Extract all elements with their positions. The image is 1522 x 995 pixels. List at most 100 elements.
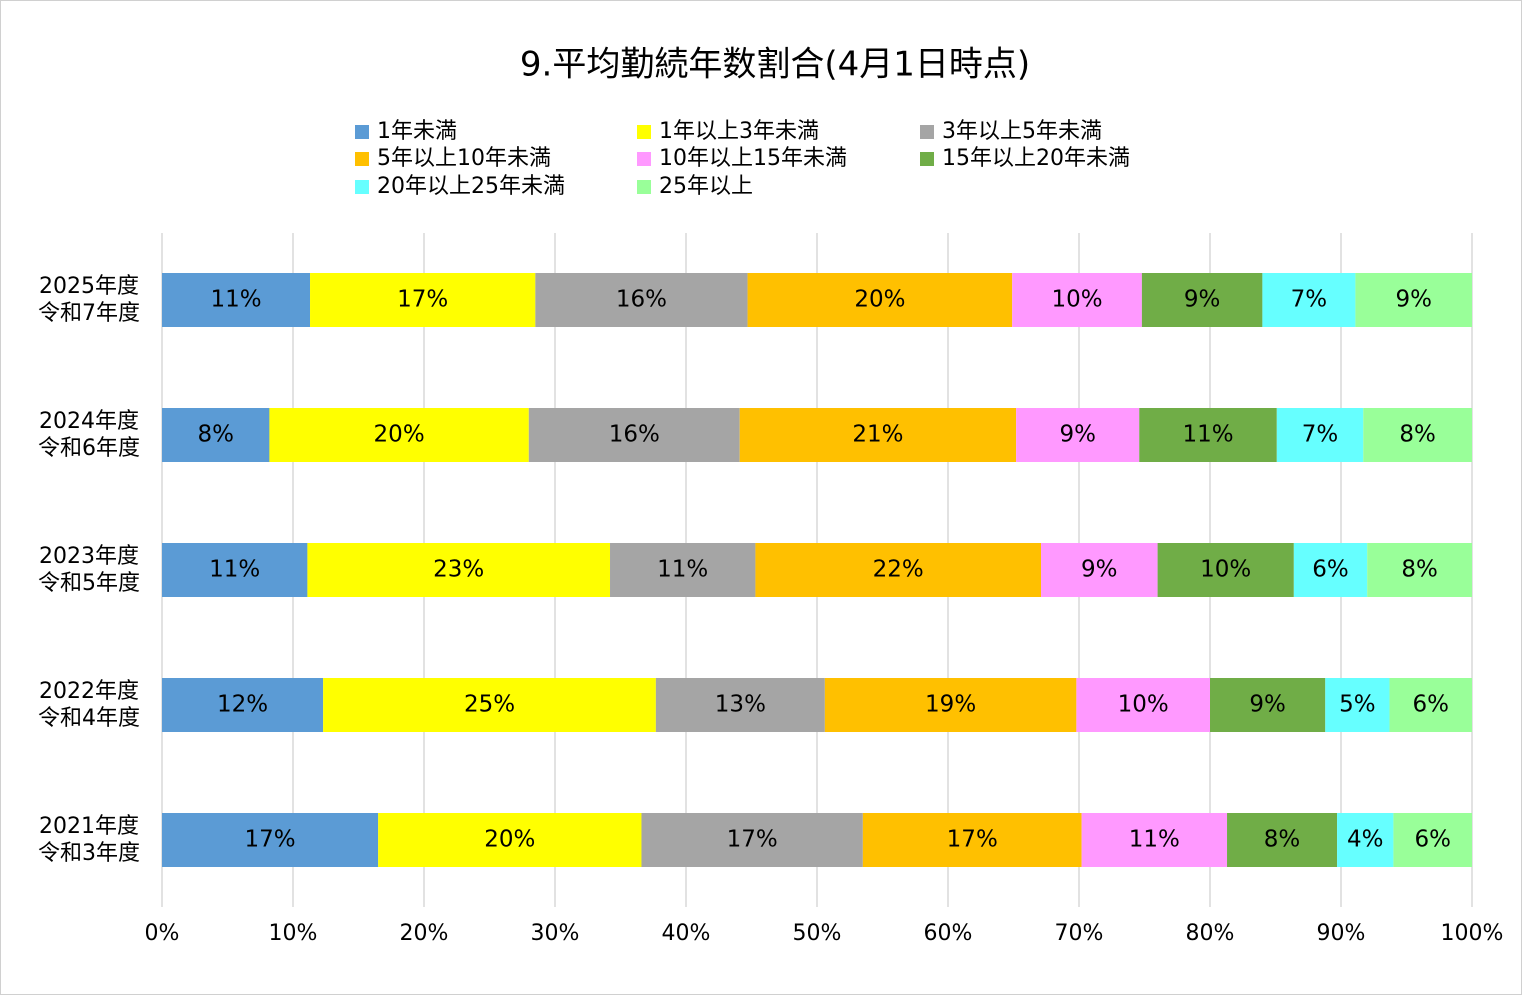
x-tick-label: 10%: [269, 921, 318, 946]
legend-swatch: [355, 180, 369, 194]
data-label: 9%: [1059, 422, 1096, 448]
bar-segment: [378, 813, 642, 867]
y-tick-label: 令和6年度: [38, 436, 140, 461]
bar-segment: [162, 678, 324, 732]
bar-segment: [747, 273, 1013, 327]
data-label: 19%: [925, 692, 976, 718]
data-label: 16%: [616, 287, 667, 313]
legend-swatch: [355, 125, 369, 139]
bar-segment: [528, 408, 740, 462]
y-tick-label: 2022年度: [39, 679, 139, 704]
legend-label: 15年以上20年未満: [942, 146, 1130, 171]
data-label: 9%: [1081, 557, 1118, 583]
data-label: 8%: [1399, 422, 1436, 448]
data-label: 5%: [1339, 692, 1376, 718]
bar-segment: [1337, 813, 1394, 867]
legend-label: 10年以上15年未満: [659, 146, 847, 171]
bar-segment: [1325, 678, 1390, 732]
data-label: 6%: [1414, 827, 1451, 853]
x-tick-label: 40%: [662, 921, 711, 946]
bar-segment: [1227, 813, 1338, 867]
data-label: 13%: [715, 692, 766, 718]
y-tick-label: 2023年度: [39, 544, 139, 569]
bar-segment: [1262, 273, 1356, 327]
bar-segment: [1210, 678, 1326, 732]
data-label: 8%: [1401, 557, 1438, 583]
legend-label: 5年以上10年未満: [377, 146, 551, 171]
data-label: 10%: [1118, 692, 1169, 718]
data-label: 11%: [1129, 827, 1180, 853]
data-label: 25%: [464, 692, 515, 718]
legend-swatch: [637, 180, 651, 194]
bar-segment: [1389, 678, 1472, 732]
bar-segment: [655, 678, 825, 732]
bar-segment: [739, 408, 1017, 462]
y-tick-label: 令和3年度: [38, 841, 140, 866]
x-tick-label: 0%: [145, 921, 180, 946]
bar-segment: [862, 813, 1082, 867]
data-label: 9%: [1395, 287, 1432, 313]
bar-segment: [1393, 813, 1472, 867]
bar-segment: [610, 543, 756, 597]
bar-segment: [323, 678, 656, 732]
data-label: 7%: [1302, 422, 1339, 448]
legend-swatch: [637, 125, 651, 139]
y-tick-label: 2021年度: [39, 814, 139, 839]
data-label: 8%: [1264, 827, 1301, 853]
data-label: 8%: [197, 422, 234, 448]
chart-title: 9.平均勤続年数割合(4月1日時点): [520, 45, 1030, 85]
x-tick-label: 60%: [924, 921, 973, 946]
legend-swatch: [355, 152, 369, 166]
y-tick-label: 令和7年度: [38, 301, 140, 326]
data-label: 22%: [873, 557, 924, 583]
data-label: 17%: [947, 827, 998, 853]
data-label: 23%: [433, 557, 484, 583]
y-tick-label: 2024年度: [39, 409, 139, 434]
bar-segment: [1139, 408, 1277, 462]
bar-segment: [1076, 678, 1210, 732]
data-label: 6%: [1312, 557, 1349, 583]
data-label: 17%: [727, 827, 778, 853]
data-label: 6%: [1412, 692, 1449, 718]
bar-segment: [1367, 543, 1472, 597]
data-label: 17%: [397, 287, 448, 313]
bar-segment: [1041, 543, 1158, 597]
y-tick-label: 2025年度: [39, 274, 139, 299]
legend-label: 1年未満: [377, 119, 457, 144]
legend-swatch: [920, 152, 934, 166]
y-tick-label: 令和5年度: [38, 571, 140, 596]
data-label: 17%: [245, 827, 296, 853]
bar-segment: [1363, 408, 1472, 462]
bar-segment: [1081, 813, 1228, 867]
legend-label: 25年以上: [659, 174, 753, 199]
bar-segment: [824, 678, 1077, 732]
bar-segment: [162, 813, 379, 867]
legend-label: 20年以上25年未満: [377, 174, 565, 199]
legend-label: 1年以上3年未満: [659, 119, 819, 144]
data-label: 20%: [484, 827, 535, 853]
legend-label: 3年以上5年未満: [942, 119, 1102, 144]
bar-segment: [162, 408, 270, 462]
bar-segment: [641, 813, 863, 867]
x-tick-label: 20%: [400, 921, 449, 946]
bar-segment: [535, 273, 748, 327]
data-label: 11%: [210, 287, 261, 313]
bar-segment: [1293, 543, 1368, 597]
x-tick-label: 90%: [1317, 921, 1366, 946]
data-label: 7%: [1291, 287, 1328, 313]
data-label: 4%: [1347, 827, 1384, 853]
data-label: 20%: [374, 422, 425, 448]
bar-segment: [1355, 273, 1472, 327]
y-tick-label: 令和4年度: [38, 706, 140, 731]
data-label: 16%: [609, 422, 660, 448]
data-label: 20%: [854, 287, 905, 313]
bar-segment: [307, 543, 611, 597]
x-tick-label: 100%: [1441, 921, 1504, 946]
x-tick-label: 80%: [1186, 921, 1235, 946]
data-label: 21%: [852, 422, 903, 448]
data-label: 12%: [217, 692, 268, 718]
data-label: 10%: [1051, 287, 1102, 313]
bar-segment: [162, 273, 311, 327]
